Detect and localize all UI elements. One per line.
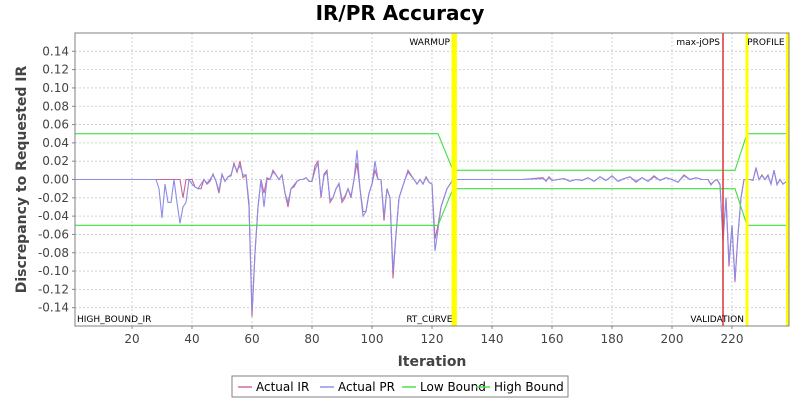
y-tick-label: 0.14 bbox=[42, 44, 69, 58]
y-tick-label: 0.10 bbox=[42, 81, 69, 95]
x-tick-label: 220 bbox=[721, 332, 744, 346]
y-tick-label: -0.12 bbox=[38, 282, 69, 296]
y-tick-label: 0.06 bbox=[42, 118, 69, 132]
x-tick-label: 40 bbox=[184, 332, 199, 346]
legend-box bbox=[231, 375, 569, 398]
y-tick-label: 0.12 bbox=[42, 63, 69, 77]
plot-area: -0.14 -0.12 -0.10 -0.08 -0.06 -0.04 -0.02 0.00 0… bbox=[38, 32, 790, 346]
legend-entry: Actual PR bbox=[338, 380, 395, 394]
marker-label: WARMUP bbox=[409, 38, 450, 48]
x-tick-label: 60 bbox=[244, 332, 259, 346]
y-tick-label: -0.14 bbox=[38, 301, 69, 315]
x-axis-label: Iteration bbox=[398, 354, 467, 370]
y-tick-label: 0.08 bbox=[42, 99, 69, 113]
y-tick-label: -0.02 bbox=[38, 191, 69, 205]
marker-label: PROFILE bbox=[747, 38, 785, 48]
legend-entry: Low Bound bbox=[420, 380, 486, 394]
y-tick-label: -0.08 bbox=[38, 246, 69, 260]
corner-label: HIGH_BOUND_IR bbox=[77, 315, 151, 325]
x-tick-label: 140 bbox=[481, 332, 504, 346]
marker-label: RT_CURVE bbox=[406, 315, 452, 325]
legend-entry: Actual IR bbox=[256, 380, 309, 394]
y-tick-label: 0.00 bbox=[42, 173, 69, 187]
x-tick-label: 160 bbox=[541, 332, 564, 346]
x-tick-label: 20 bbox=[124, 332, 139, 346]
x-tick-label: 120 bbox=[421, 332, 444, 346]
y-tick-label: 0.02 bbox=[42, 154, 69, 168]
x-tick-label: 80 bbox=[304, 332, 319, 346]
marker-label: VALIDATION bbox=[690, 315, 744, 325]
x-tick-label: 180 bbox=[601, 332, 624, 346]
y-tick-label: -0.06 bbox=[38, 227, 69, 241]
y-tick-label: -0.10 bbox=[38, 264, 69, 278]
y-axis-label: Discrepancy to Requested IR bbox=[14, 66, 30, 294]
x-tick-label: 100 bbox=[361, 332, 384, 346]
x-tick-label: 200 bbox=[661, 332, 684, 346]
plot-border bbox=[74, 32, 790, 327]
y-tick-label: -0.04 bbox=[38, 209, 69, 223]
legend: Actual IR Actual PR Low Bound High Bound bbox=[231, 375, 569, 398]
chart-title: IR/PR Accuracy bbox=[316, 1, 485, 25]
y-tick-label: 0.04 bbox=[42, 136, 69, 150]
series-line-actual-pr bbox=[75, 150, 789, 313]
legend-entry: High Bound bbox=[494, 380, 564, 394]
marker-label: max-jOPS bbox=[676, 38, 720, 48]
